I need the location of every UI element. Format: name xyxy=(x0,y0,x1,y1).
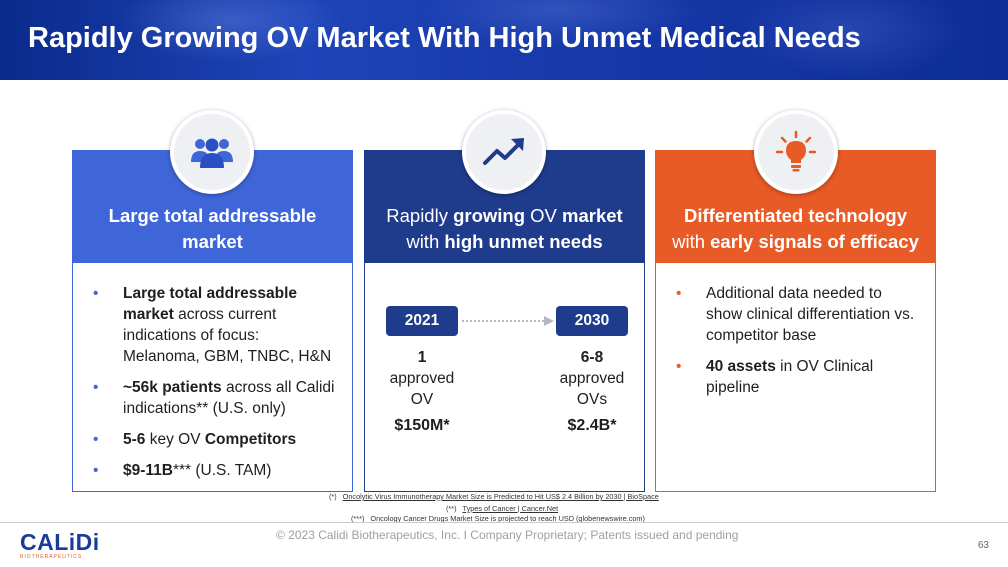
card-heading: Rapidly growing OV market with high unme… xyxy=(386,205,623,252)
lightbulb-icon xyxy=(754,110,838,194)
list-item: ~56k patients across all Calidi indicati… xyxy=(91,377,338,419)
trend-up-icon xyxy=(462,110,546,194)
list-item: 5-6 key OV Competitors xyxy=(91,429,338,450)
logo-wordmark: CALiDi xyxy=(20,529,100,555)
card-heading-line1: Large total addressable xyxy=(108,205,317,226)
logo-subtext: BIOTHERAPEUTICS xyxy=(20,554,83,560)
list-item: Additional data needed to show clinical … xyxy=(674,283,921,346)
card-heading-line2: market xyxy=(182,231,243,252)
year-badge-2030: 2030 xyxy=(556,306,628,336)
footnote-link[interactable]: Types of Cancer | Cancer.Net xyxy=(462,504,559,513)
card-heading: Large total addressable market xyxy=(73,203,352,255)
page-number: 63 xyxy=(977,540,989,551)
footer-divider xyxy=(0,522,1008,523)
card-differentiated-technology: Differentiated technology with early sig… xyxy=(655,150,936,492)
footnote: (*) Oncolytic Virus Immunotherapy Market … xyxy=(329,492,659,501)
timeline-arrow-icon xyxy=(462,316,554,326)
footnote: (***) Oncology Cancer Drugs Market Size i… xyxy=(351,514,645,523)
card-header: Rapidly growing OV market with high unme… xyxy=(365,151,644,263)
title-banner: Rapidly Growing OV Market With High Unme… xyxy=(0,0,1008,80)
company-logo: CALiDi BIOTHERAPEUTICS xyxy=(20,530,100,560)
footnote-link[interactable]: Oncology Cancer Drugs Market Size is pro… xyxy=(370,514,645,523)
card-addressable-market: Large total addressable market Large tot… xyxy=(72,150,353,492)
card-body: Additional data needed to show clinical … xyxy=(656,263,935,493)
list-item: 40 assets in OV Clinical pipeline xyxy=(674,356,921,398)
year-badge-2021: 2021 xyxy=(386,306,458,336)
card-growing-market: Rapidly growing OV market with high unme… xyxy=(364,150,645,492)
bullet-list: Additional data needed to show clinical … xyxy=(674,283,921,408)
copyright-text: © 2023 Calidi Biotherapeutics, Inc. I Co… xyxy=(276,528,739,542)
stat-2021: 1 approved OV xyxy=(389,349,455,408)
stat-2030: 6-8 approved OVs xyxy=(559,349,625,408)
page-title: Rapidly Growing OV Market With High Unme… xyxy=(28,22,861,54)
list-item: $9-11B*** (U.S. TAM) xyxy=(91,460,338,481)
people-group-icon xyxy=(170,110,254,194)
list-item: Large total addressable market across cu… xyxy=(91,283,338,367)
footnote: (**) Types of Cancer | Cancer.Net xyxy=(446,504,559,513)
card-body: Large total addressable market across cu… xyxy=(73,263,352,493)
footnote-link[interactable]: Oncolytic Virus Immunotherapy Market Siz… xyxy=(342,492,659,501)
bullet-list: Large total addressable market across cu… xyxy=(91,283,338,491)
value-2021: $150M* xyxy=(394,417,450,434)
card-heading: Differentiated technology with early sig… xyxy=(672,205,919,252)
value-2030: $2.4B* xyxy=(567,417,617,434)
card-body: 2021 2030 1 approved OV 6-8 approved OVs… xyxy=(365,263,644,493)
